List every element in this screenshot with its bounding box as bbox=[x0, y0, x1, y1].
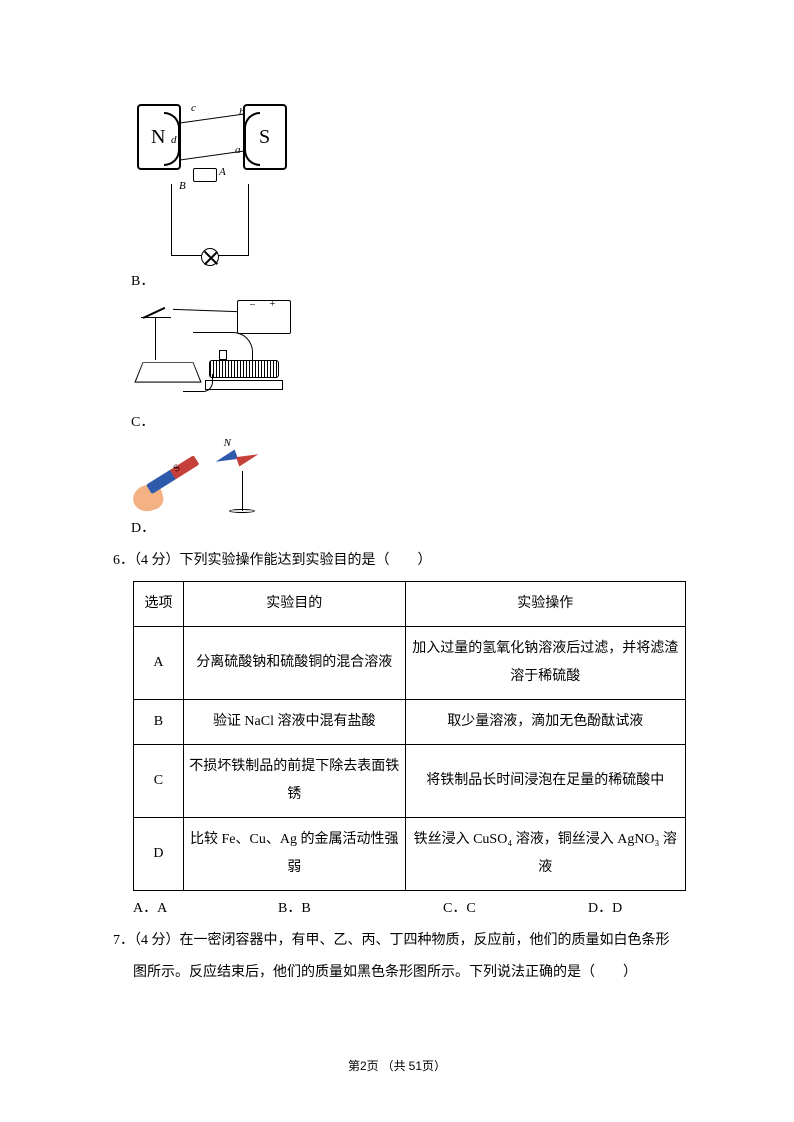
switch-icon bbox=[141, 302, 173, 318]
footer-suffix: 页） bbox=[422, 1059, 446, 1073]
answer-d: D．D bbox=[588, 897, 688, 917]
footer-total-pages: 51 bbox=[409, 1059, 422, 1073]
question-6: 6．（4 分）下列实验操作能达到实验目的是（ ） bbox=[113, 547, 689, 575]
table-row: D 比较 Fe、Cu、Ag 的金属活动性强弱 铁丝浸入 CuSO₄ 溶液，铜丝浸… bbox=[134, 818, 686, 891]
option-b-container: a b c d A B B． bbox=[131, 100, 689, 290]
power-supply-icon bbox=[237, 300, 291, 334]
option-d-label: D． bbox=[131, 517, 155, 537]
option-c-container: C． bbox=[131, 296, 689, 431]
brush bbox=[193, 168, 217, 182]
footer-middle: 页 （共 bbox=[367, 1059, 406, 1073]
answer-c: C．C bbox=[443, 897, 588, 917]
table-cell-operation: 取少量溶液，滴加无色酚酞试液 bbox=[405, 700, 685, 745]
rheostat-base bbox=[205, 380, 283, 390]
coil-label-d: d bbox=[171, 134, 177, 146]
question-7-number: 7． bbox=[113, 933, 134, 948]
bulb-icon bbox=[201, 248, 219, 266]
circuit-wire bbox=[171, 184, 249, 256]
question-7: 7．（4 分）在一密闭容器中，有甲、乙、丙、丁四种物质，反应前，他们的质量如白色… bbox=[113, 925, 689, 957]
question-6-number: 6． bbox=[113, 553, 134, 568]
compass-stand bbox=[242, 471, 244, 511]
wire bbox=[155, 318, 156, 360]
needle-north bbox=[236, 450, 260, 467]
table-header-row: 选项 实验目的 实验操作 bbox=[134, 582, 686, 627]
question-6-table-wrap: 选项 实验目的 实验操作 A 分离硫酸钠和硫酸铜的混合溶液 加入过量的氢氧化钠溶… bbox=[133, 581, 689, 891]
table-cell-purpose: 不损坏铁制品的前提下除去表面铁锈 bbox=[183, 745, 405, 818]
table-cell-opt: A bbox=[134, 627, 184, 700]
table-row: B 验证 NaCl 溶液中混有盐酸 取少量溶液，滴加无色酚酞试液 bbox=[134, 700, 686, 745]
option-c-label: C． bbox=[131, 411, 154, 431]
footer-prefix: 第 bbox=[348, 1059, 360, 1073]
compass-needle bbox=[215, 453, 259, 463]
diagram-b-motor: a b c d A B bbox=[131, 100, 291, 270]
table-cell-purpose: 分离硫酸钠和硫酸铜的混合溶液 bbox=[183, 627, 405, 700]
diagram-c-circuit bbox=[131, 296, 301, 411]
question-7-points: （4 分） bbox=[134, 933, 180, 948]
table-cell-operation: 铁丝浸入 CuSO₄ 溶液，铜丝浸入 AgNO₃ 溶液 bbox=[405, 818, 685, 891]
footer-current-page: 2 bbox=[360, 1059, 367, 1073]
table-cell-opt: D bbox=[134, 818, 184, 891]
wire bbox=[173, 309, 237, 312]
question-6-answers: A．A B．B C．C D．D bbox=[133, 897, 689, 917]
page-content: a b c d A B B． C． bbox=[105, 100, 689, 989]
answer-a: A．A bbox=[133, 897, 278, 917]
question-6-text: 下列实验操作能达到实验目的是（ ） bbox=[180, 553, 432, 568]
table-cell-purpose: 验证 NaCl 溶液中混有盐酸 bbox=[183, 700, 405, 745]
coil-label-a: a bbox=[235, 144, 241, 156]
table-row: C 不损坏铁制品的前提下除去表面铁锈 将铁制品长时间浸泡在足量的稀硫酸中 bbox=[134, 745, 686, 818]
rheostat-icon bbox=[209, 360, 279, 378]
table-cell-opt: B bbox=[134, 700, 184, 745]
needle-south bbox=[214, 450, 238, 467]
question-6-table: 选项 实验目的 实验操作 A 分离硫酸钠和硫酸铜的混合溶液 加入过量的氢氧化钠溶… bbox=[133, 581, 686, 891]
diagram-d-compass: S N bbox=[131, 437, 261, 517]
magnet-s bbox=[243, 104, 287, 170]
coil-label-b: b bbox=[239, 106, 245, 118]
table-header-option: 选项 bbox=[134, 582, 184, 627]
table-cell-operation: 加入过量的氢氧化钠溶液后过滤，并将滤渣溶于稀硫酸 bbox=[405, 627, 685, 700]
wire bbox=[193, 332, 253, 362]
compass-n-label: N bbox=[224, 437, 231, 449]
option-b-label: B． bbox=[131, 270, 154, 290]
option-d-container: S N D． bbox=[131, 437, 689, 537]
table-row: A 分离硫酸钠和硫酸铜的混合溶液 加入过量的氢氧化钠溶液后过滤，并将滤渣溶于稀硫… bbox=[134, 627, 686, 700]
bar-s-label: S bbox=[172, 462, 183, 474]
compass-base bbox=[229, 509, 255, 513]
brush-label-a: A bbox=[219, 166, 226, 178]
answer-b: B．B bbox=[278, 897, 443, 917]
table-cell-operation: 将铁制品长时间浸泡在足量的稀硫酸中 bbox=[405, 745, 685, 818]
table-cell-purpose: 比较 Fe、Cu、Ag 的金属活动性强弱 bbox=[183, 818, 405, 891]
table-header-operation: 实验操作 bbox=[405, 582, 685, 627]
question-6-points: （4 分） bbox=[134, 553, 180, 568]
page-footer: 第2页 （共 51页） bbox=[0, 1057, 794, 1074]
question-7-line2: 图所示。反应结束后，他们的质量如黑色条形图所示。下列说法正确的是（ ） bbox=[133, 957, 689, 989]
wire bbox=[183, 374, 213, 392]
table-header-purpose: 实验目的 bbox=[183, 582, 405, 627]
question-7-line1: 在一密闭容器中，有甲、乙、丙、丁四种物质，反应前，他们的质量如白色条形 bbox=[180, 933, 670, 948]
bar-magnet: S bbox=[146, 455, 199, 494]
coil-label-c: c bbox=[191, 102, 196, 114]
table-cell-opt: C bbox=[134, 745, 184, 818]
